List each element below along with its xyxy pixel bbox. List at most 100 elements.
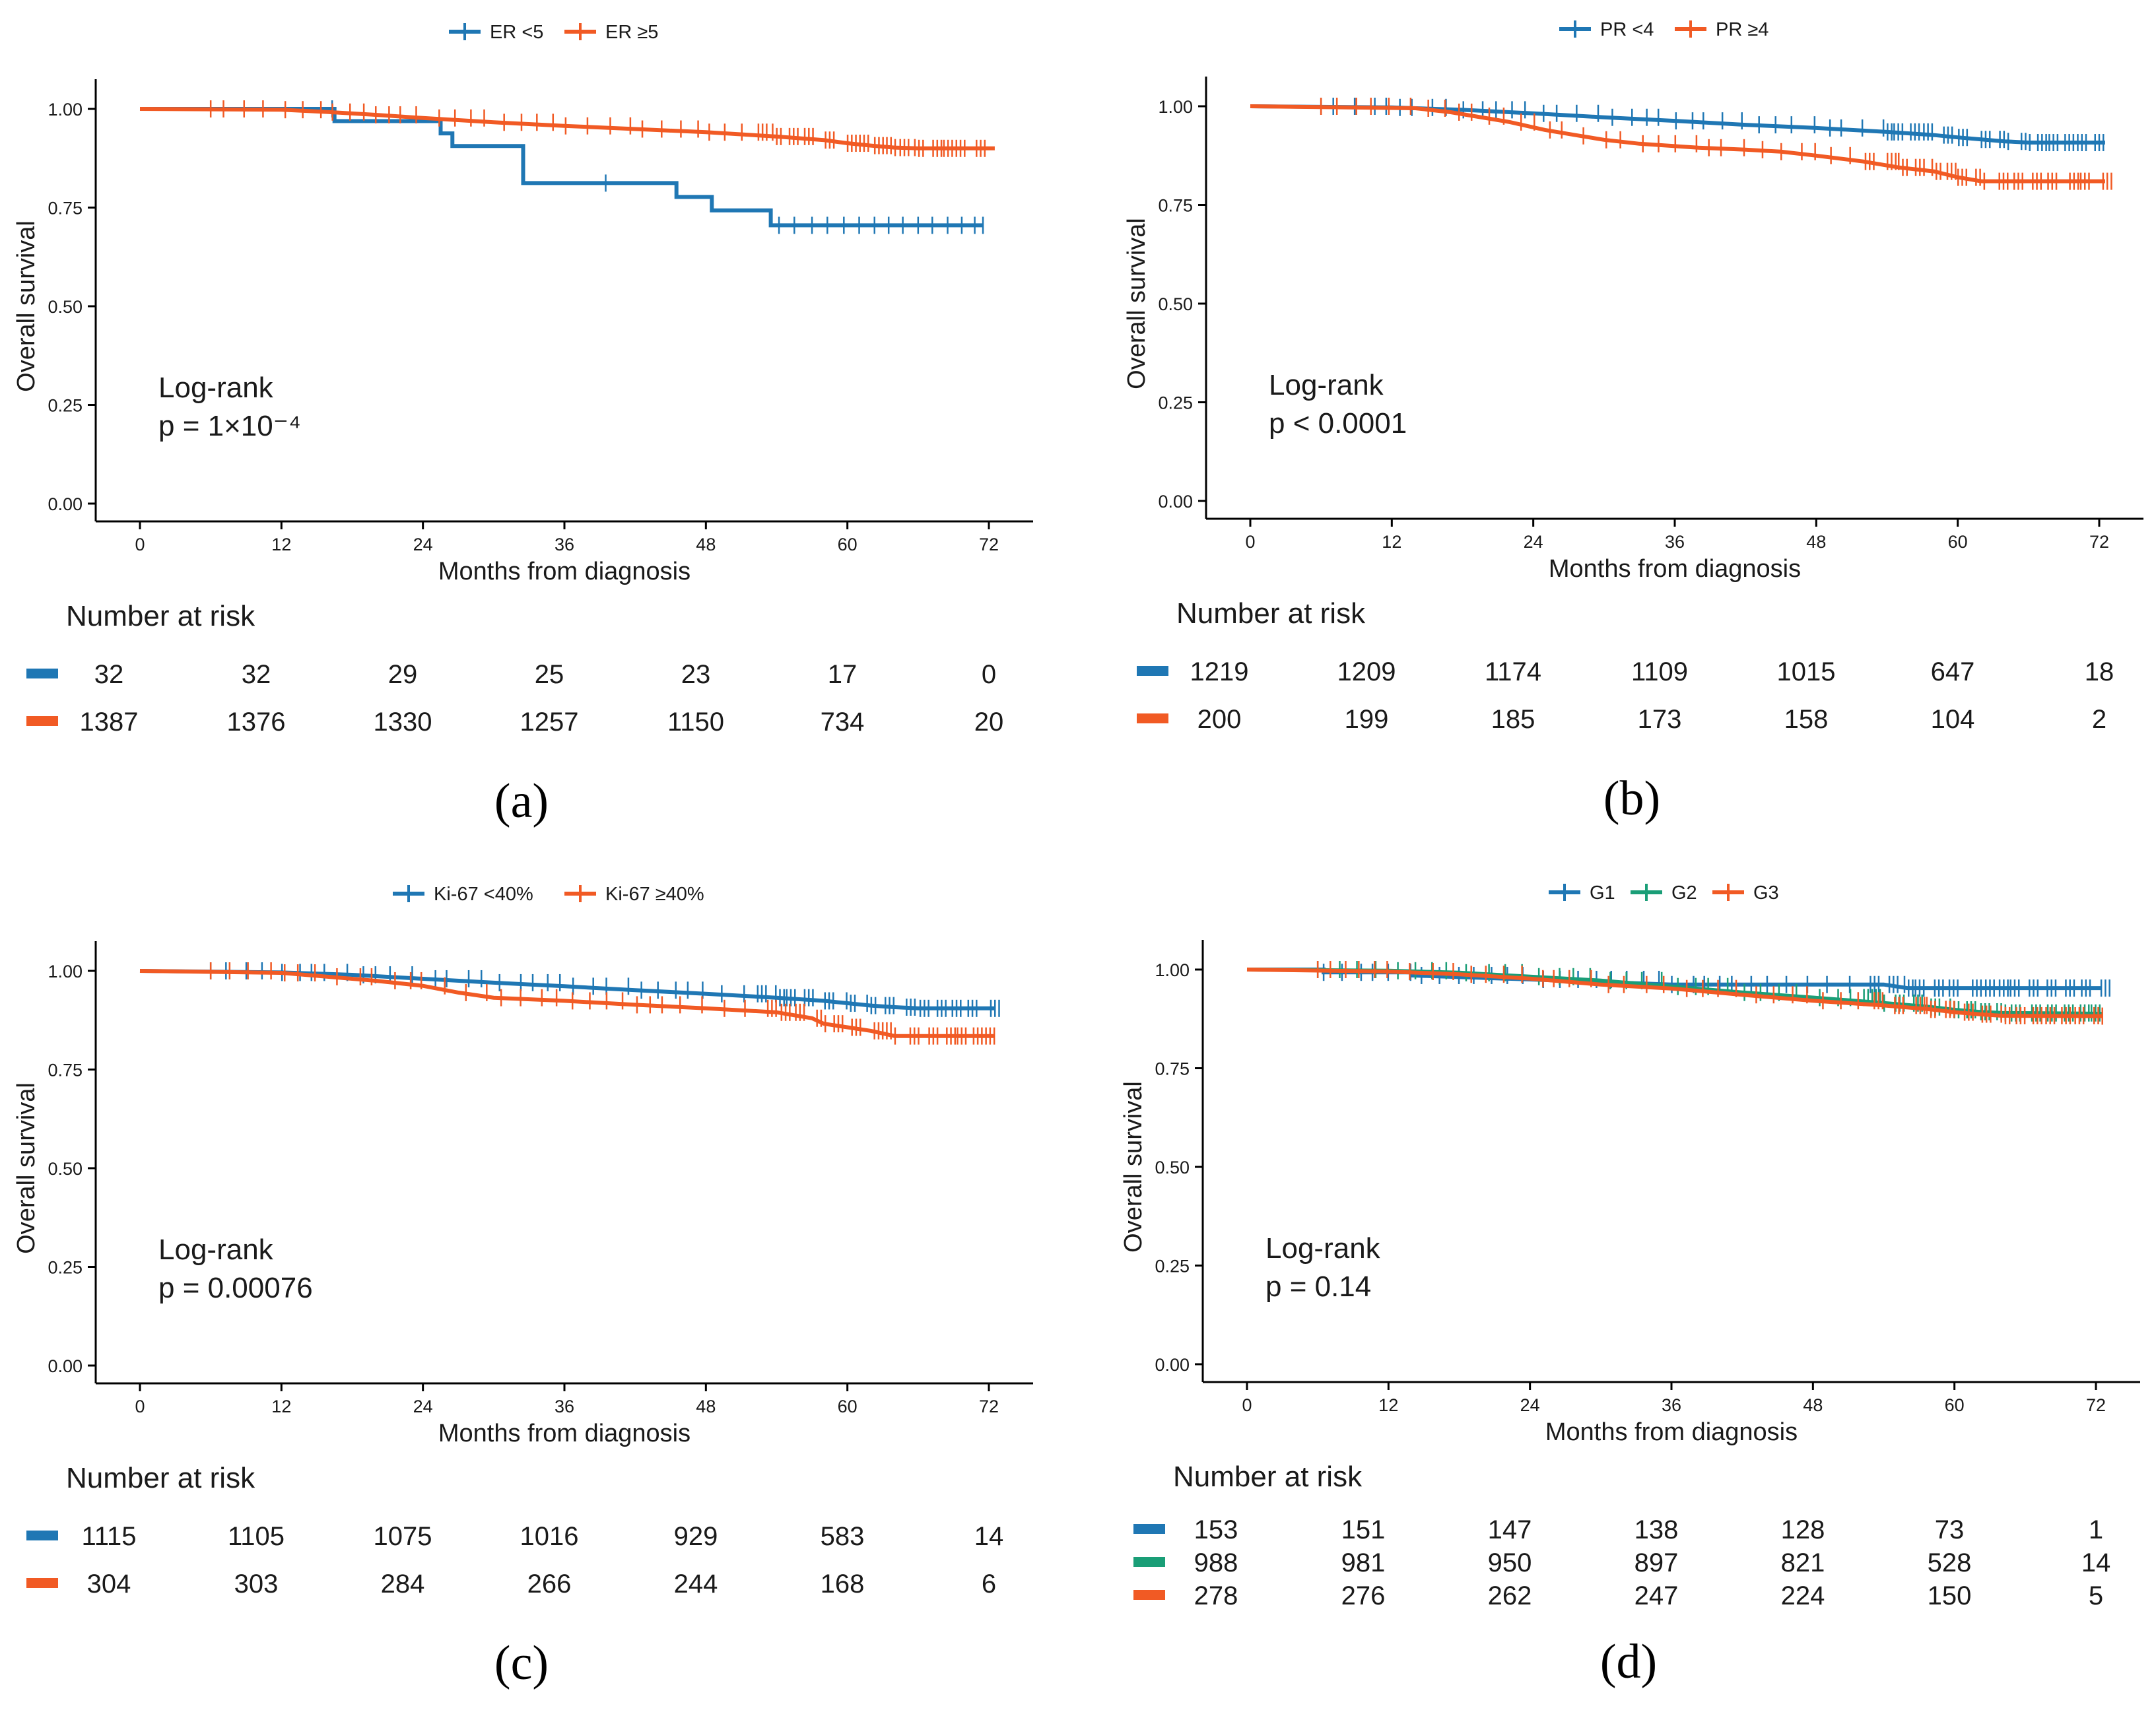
risk-row: 304 303 284 266 244 168 6 — [26, 1569, 996, 1599]
legend: G1 G2 G3 — [1549, 882, 1779, 904]
x-tick-label: 0 — [1245, 532, 1255, 552]
x-tick-label: 72 — [2089, 532, 2109, 552]
panel-b: PR <4 PR ≥4 0.00 0.25 0.50 0.75 1.00 0 12 24 36 48 6… — [1123, 19, 2143, 826]
risk-value: 1015 — [1777, 657, 1836, 686]
risk-row: 32 32 29 25 23 17 0 — [26, 660, 996, 689]
axes: 0.00 0.25 0.50 0.75 1.00 0 12 24 36 48 60 72 Months … — [1120, 940, 2140, 1446]
risk-value: 29 — [388, 660, 418, 689]
risk-row: 1219 1209 1174 1109 1015 647 18 — [1137, 657, 2114, 686]
risk-value: 25 — [535, 660, 564, 689]
risk-value: 647 — [1931, 657, 1975, 686]
risk-value: 23 — [681, 660, 711, 689]
risk-row: 988 981 950 897 821 528 14 — [1133, 1548, 2110, 1577]
censor-marks — [1320, 98, 2105, 152]
axes: 0.00 0.25 0.50 0.75 1.00 0 12 24 36 48 60 72 Months … — [13, 941, 1033, 1447]
y-tick-label: 0.75 — [1158, 196, 1193, 216]
legend-label: ER <5 — [490, 22, 543, 43]
y-tick-label: 0.00 — [48, 494, 83, 514]
risk-value: 303 — [234, 1569, 279, 1599]
y-tick-label: 0.50 — [48, 297, 83, 317]
x-tick-label: 72 — [979, 1397, 999, 1416]
risk-value: 1387 — [80, 708, 139, 737]
legend-label: Ki-67 <40% — [434, 884, 533, 905]
risk-value: 583 — [821, 1522, 865, 1551]
series-pr-4 — [1250, 98, 2112, 190]
risk-value: 17 — [828, 660, 858, 689]
risk-value: 1115 — [81, 1522, 136, 1551]
y-tick-label: 0.50 — [1155, 1158, 1190, 1177]
y-tick-label: 0.75 — [1155, 1059, 1190, 1079]
x-tick-label: 60 — [838, 1397, 858, 1416]
risk-value: 284 — [381, 1569, 425, 1599]
risk-value: 14 — [2081, 1548, 2111, 1577]
risk-value: 138 — [1634, 1515, 1679, 1544]
legend-label: PR ≥4 — [1716, 19, 1769, 40]
censor-marks — [209, 962, 995, 1045]
y-tick-label: 0.25 — [1155, 1257, 1190, 1276]
risk-value: 150 — [1928, 1581, 1972, 1610]
annotation-line2: p < 0.0001 — [1269, 407, 1407, 440]
x-tick-label: 60 — [1948, 532, 1968, 552]
risk-value: 1150 — [667, 708, 724, 737]
panel-label: (a) — [494, 774, 549, 828]
x-tick-label: 12 — [271, 535, 291, 554]
axes: 0.00 0.25 0.50 0.75 1.00 0 12 24 36 48 60 72 Months … — [13, 79, 1033, 585]
x-tick-label: 48 — [696, 535, 716, 554]
risk-table: Number at risk 1219 1209 1174 1109 1015 647 18 2… — [1137, 597, 2114, 734]
risk-row-swatch — [1137, 713, 1168, 723]
x-tick-label: 72 — [979, 535, 999, 554]
y-tick-label: 0.75 — [48, 199, 83, 218]
risk-value: 168 — [821, 1569, 865, 1599]
risk-value: 199 — [1345, 705, 1389, 734]
x-tick-label: 0 — [135, 535, 145, 554]
survival-curve — [140, 107, 984, 228]
risk-value: 2 — [2092, 705, 2106, 734]
risk-value: 185 — [1491, 705, 1535, 734]
risk-value: 821 — [1781, 1548, 1825, 1577]
risk-value: 6 — [982, 1569, 996, 1599]
risk-value: 224 — [1781, 1581, 1825, 1610]
risk-value: 1257 — [520, 708, 579, 737]
x-tick-label: 24 — [1520, 1395, 1540, 1415]
risk-table-title: Number at risk — [1176, 597, 1366, 630]
x-tick-label: 12 — [1382, 532, 1401, 552]
legend-label: G1 — [1590, 882, 1615, 904]
series-g3 — [1246, 961, 2103, 1025]
risk-row: 1115 1105 1075 1016 929 583 14 — [26, 1522, 1003, 1551]
panel-label: (c) — [494, 1636, 549, 1690]
y-tick-label: 0.25 — [48, 396, 83, 416]
x-tick-label: 24 — [413, 535, 433, 554]
risk-value: 0 — [982, 660, 996, 689]
risk-value: 14 — [974, 1522, 1004, 1551]
risk-value: 18 — [2085, 657, 2114, 686]
x-tick-label: 48 — [696, 1397, 716, 1416]
annotation-line1: Log-rank — [1265, 1232, 1381, 1265]
risk-value: 1376 — [227, 708, 286, 737]
risk-value: 1209 — [1337, 657, 1396, 686]
x-tick-label: 36 — [555, 535, 574, 554]
risk-value: 247 — [1634, 1581, 1679, 1610]
legend: PR <4 PR ≥4 — [1559, 19, 1769, 40]
log-rank-annotation: Log-rank p = 0.14 — [1265, 1232, 1381, 1303]
y-tick-label: 0.00 — [1155, 1355, 1190, 1375]
series-er-5 — [140, 100, 984, 234]
y-axis-title: Overall survival — [1120, 1081, 1147, 1253]
y-tick-label: 0.25 — [48, 1258, 83, 1278]
panel-label: (b) — [1603, 772, 1660, 826]
x-tick-label: 36 — [555, 1397, 574, 1416]
risk-value: 20 — [974, 708, 1004, 737]
risk-row-swatch — [26, 669, 58, 678]
censor-marks — [209, 100, 986, 157]
y-tick-label: 0.00 — [1158, 492, 1193, 512]
y-tick-label: 1.00 — [48, 962, 83, 981]
risk-value: 32 — [242, 660, 271, 689]
risk-value: 988 — [1194, 1548, 1238, 1577]
x-tick-label: 48 — [1803, 1395, 1823, 1415]
y-tick-label: 0.25 — [1158, 393, 1193, 413]
risk-value: 158 — [1784, 705, 1829, 734]
risk-value: 266 — [527, 1569, 572, 1599]
risk-row: 200 199 185 173 158 104 2 — [1137, 705, 2106, 734]
x-tick-label: 12 — [271, 1397, 291, 1416]
